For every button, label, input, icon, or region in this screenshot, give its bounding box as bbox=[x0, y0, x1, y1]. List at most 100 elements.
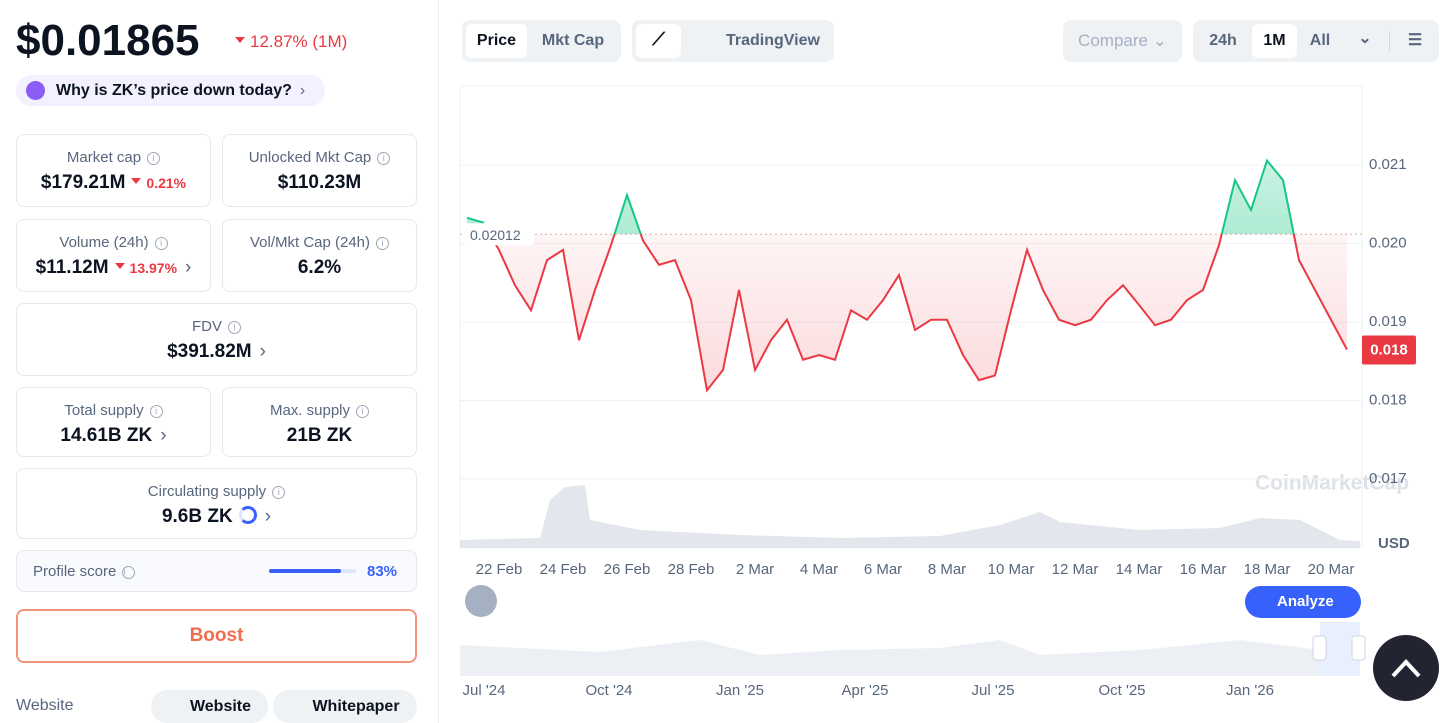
profile-score: Profile score 83% bbox=[16, 550, 417, 592]
x-tick-label: 2 Mar bbox=[736, 561, 774, 578]
link-button[interactable]: Website bbox=[151, 690, 268, 723]
stat-label: Volume (24h) bbox=[17, 234, 210, 251]
navigator-label: Jan '25 bbox=[716, 682, 764, 699]
y-tick-label: 0.018 bbox=[1369, 392, 1407, 409]
range-text: 1M bbox=[1263, 32, 1286, 49]
stat-card: Vol/Mkt Cap (24h) 6.2% bbox=[222, 219, 417, 292]
boost-button[interactable]: Boost bbox=[16, 609, 417, 663]
divider bbox=[438, 0, 439, 723]
navigator-area bbox=[460, 640, 1360, 676]
tab-text: Mkt Cap bbox=[541, 32, 605, 49]
compare-text: Compare bbox=[1078, 31, 1148, 50]
x-tick-label: 28 Feb bbox=[668, 561, 715, 578]
x-tick-label: 20 Mar bbox=[1308, 561, 1355, 578]
x-tick-label: 24 Feb bbox=[540, 561, 587, 578]
tradingview-tab[interactable]: TradingView bbox=[696, 24, 826, 58]
x-tick-label: 4 Mar bbox=[800, 561, 838, 578]
navigator-label: Oct '25 bbox=[1098, 682, 1145, 699]
stat-label: Total supply bbox=[17, 402, 210, 419]
stat-change: 13.97% bbox=[115, 260, 177, 276]
range-menu[interactable]: ⌄ bbox=[1358, 30, 1372, 47]
stat-card: Unlocked Mkt Cap $110.23M bbox=[222, 134, 417, 207]
stat-label: Market cap bbox=[17, 149, 210, 166]
boost-text: Boost bbox=[189, 625, 244, 646]
profile-bar bbox=[269, 569, 342, 573]
y-tick-label: 0.021 bbox=[1369, 156, 1407, 173]
stat-value: $110.23M bbox=[277, 172, 362, 193]
navigator-label: Oct '24 bbox=[585, 682, 632, 699]
navigator-label: Jan '26 bbox=[1226, 682, 1274, 699]
navigator-label: Jul '24 bbox=[463, 682, 506, 699]
scroll-icon bbox=[1391, 659, 1421, 678]
stat-value: 9.6B ZK › bbox=[17, 506, 416, 528]
x-tick-label: 26 Feb bbox=[604, 561, 651, 578]
x-tick-label: 14 Mar bbox=[1116, 561, 1163, 578]
link-text: Whitepaper bbox=[312, 698, 400, 715]
stat-card[interactable]: Circulating supply 9.6B ZK › bbox=[16, 468, 417, 539]
analyze-text: Analyze bbox=[1277, 593, 1334, 610]
supply-ring bbox=[238, 506, 257, 524]
stat-value: 6.2% bbox=[297, 257, 342, 278]
range-all[interactable]: All bbox=[1300, 24, 1340, 58]
range-text: All bbox=[1309, 32, 1331, 49]
navigator-handle[interactable] bbox=[1312, 635, 1327, 661]
navigator-label: Jul '25 bbox=[972, 682, 1015, 699]
x-tick-label: 22 Feb bbox=[476, 561, 523, 578]
settings-button[interactable]: ☰ bbox=[1407, 32, 1423, 49]
tab-price[interactable]: Price bbox=[466, 24, 527, 58]
profile-track bbox=[269, 569, 356, 573]
profile-label: Profile score bbox=[33, 563, 135, 580]
tab-mktcap[interactable]: Mkt Cap bbox=[530, 24, 616, 58]
range-24h[interactable]: 24h bbox=[1200, 24, 1246, 58]
why-pill[interactable]: Why is ZK’s price down today? › bbox=[16, 75, 325, 106]
reference-badge bbox=[464, 223, 534, 246]
current-label: 0.018 bbox=[1370, 342, 1408, 359]
history-button[interactable] bbox=[465, 585, 497, 617]
watermark: CoinMarketCap bbox=[1255, 472, 1409, 495]
stat-number: $179.21M bbox=[40, 172, 126, 193]
compare-button[interactable]: Compare ⌄ bbox=[1063, 20, 1182, 62]
range-text: 24h bbox=[1209, 32, 1237, 49]
tab-text: Price bbox=[476, 32, 517, 49]
y-tick-label: 0.019 bbox=[1369, 313, 1407, 330]
link-text: Website bbox=[189, 698, 252, 715]
chart: CoinMarketCap Analyze 0.017 0.018 0.019 0.0… bbox=[459, 85, 1439, 701]
analyze-button[interactable] bbox=[1245, 586, 1361, 618]
x-tick-label: 16 Mar bbox=[1180, 561, 1227, 578]
chevron: › bbox=[264, 506, 272, 527]
ai-icon bbox=[26, 81, 45, 100]
stat-card[interactable]: Volume (24h) $11.12M 13.97% › bbox=[16, 219, 211, 292]
stat-label: Circulating supply bbox=[17, 483, 416, 500]
line-view[interactable]: ⟋ bbox=[636, 24, 681, 58]
x-tick-label: 18 Mar bbox=[1244, 561, 1291, 578]
stat-number: 9.6B ZK bbox=[161, 506, 233, 527]
chevron: › bbox=[299, 82, 306, 99]
stat-number: $11.12M bbox=[35, 257, 109, 278]
range-group bbox=[1193, 20, 1439, 62]
stat-label: Unlocked Mkt Cap bbox=[223, 149, 416, 166]
y-tick-label: 0.017 bbox=[1369, 470, 1407, 487]
price: $0.01865 bbox=[16, 16, 200, 65]
x-tick-label: 12 Mar bbox=[1052, 561, 1099, 578]
x-tick-label: 6 Mar bbox=[864, 561, 902, 578]
current-badge bbox=[1362, 335, 1416, 365]
stat-card[interactable]: Total supply 14.61B ZK › bbox=[16, 387, 211, 457]
stat-value: $179.21M 0.21% bbox=[17, 172, 210, 194]
stat-value: $11.12M 13.97% › bbox=[17, 257, 210, 279]
x-tick-label: 10 Mar bbox=[988, 561, 1035, 578]
range-1m[interactable]: 1M bbox=[1252, 24, 1297, 58]
stat-card: Max. supply 21B ZK bbox=[222, 387, 417, 457]
link-button[interactable]: Whitepaper bbox=[273, 690, 417, 723]
reference-label: 0.02012 bbox=[470, 227, 521, 243]
stat-value: 21B ZK bbox=[286, 425, 353, 446]
separator bbox=[1389, 31, 1390, 51]
stat-number: $391.82M bbox=[167, 341, 252, 362]
stat-card[interactable]: FDV $391.82M › bbox=[16, 303, 417, 376]
volume-area bbox=[460, 485, 1360, 548]
scroll-top[interactable] bbox=[1373, 635, 1439, 701]
navigator-handle[interactable] bbox=[1351, 635, 1366, 661]
price-line bbox=[466, 158, 1348, 393]
stat-label: FDV bbox=[17, 318, 416, 335]
links-label: Website bbox=[16, 697, 74, 714]
